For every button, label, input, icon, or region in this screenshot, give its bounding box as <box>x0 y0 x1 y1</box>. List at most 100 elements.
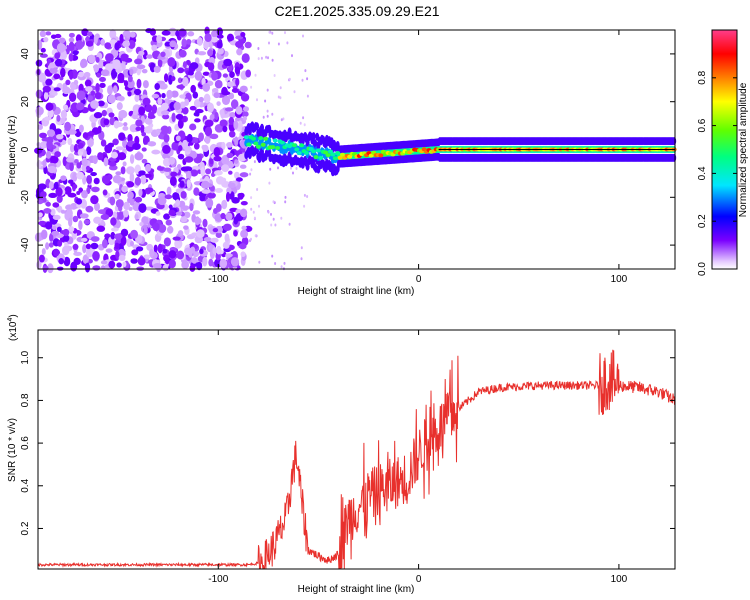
spectrogram-noise-cell <box>98 76 107 82</box>
spectrogram-noise-cell <box>45 78 53 86</box>
spectrogram-noise-cell <box>179 101 186 109</box>
spectrogram-noise-cell <box>138 188 143 197</box>
spectrogram-noise-cell <box>134 176 142 186</box>
spectrogram-noise-cell <box>115 250 120 260</box>
spectrogram-noise-cell <box>127 40 136 49</box>
colorbar-tick-label: 0.4 <box>697 166 708 180</box>
spectrogram-noise-cell <box>166 89 173 100</box>
spectrogram-noise-cell <box>227 182 236 189</box>
spectrogram-noise-cell <box>173 101 181 111</box>
spectrogram-noise-cell <box>217 47 224 55</box>
spectrogram-noise-cell <box>239 38 246 43</box>
spectrogram-noise-cell <box>136 64 146 70</box>
spectrogram-noise-cell <box>204 135 211 144</box>
colorbar-tick-label: 0.8 <box>697 70 708 84</box>
spectrogram-noise-cell <box>214 79 223 89</box>
spectrogram-noise-cell <box>210 172 216 177</box>
spectrogram-noise-cell <box>171 141 180 151</box>
spectrogram-noise-cell <box>202 82 211 92</box>
spectrogram-noise-cell <box>58 258 65 265</box>
spectrogram-noise-cell <box>54 58 63 67</box>
spectrogram-noise-cell <box>301 78 304 82</box>
spectrogram-noise-cell <box>90 90 96 96</box>
spectrogram-noise-cell <box>168 156 176 165</box>
spectrogram-noise-cell <box>260 56 263 60</box>
spectrogram-noise-cell <box>141 147 147 152</box>
spectrogram-noise-cell <box>56 226 62 233</box>
y-tick-label: 0.2 <box>20 521 31 535</box>
spectrogram-noise-cell <box>163 134 170 143</box>
spectrogram-noise-cell <box>169 176 177 187</box>
spectrogram-noise-cell <box>69 144 75 153</box>
spectrogram-noise-cell <box>211 36 218 43</box>
spectrogram-noise-cell <box>226 33 234 42</box>
spectrogram-noise-cell <box>207 49 214 57</box>
spectrogram-noise-cell <box>178 49 187 58</box>
spectrogram-noise-cell <box>76 162 82 169</box>
spectrogram-noise-cell <box>138 170 146 176</box>
spectrogram-noise-cell <box>284 200 287 204</box>
spectrogram-noise-cell <box>37 212 43 218</box>
spectrogram-noise-cell <box>67 137 73 146</box>
spectrogram-noise-cell <box>185 59 191 66</box>
spectrogram-noise-cell <box>95 82 100 93</box>
spectrogram-noise-cell <box>86 31 93 37</box>
spectrogram-noise-cell <box>103 118 110 126</box>
spectrogram-noise-cell <box>226 142 233 148</box>
spectrogram-noise-cell <box>112 138 119 146</box>
spectrogram-noise-cell <box>129 172 135 183</box>
spectrogram-noise-cell <box>213 146 221 157</box>
spectrogram-noise-cell <box>153 263 162 269</box>
spectrogram-noise-cell <box>70 261 78 272</box>
spectrogram-noise-cell <box>83 71 91 78</box>
spectrogram-noise-cell <box>306 94 309 98</box>
spectrogram-noise-cell <box>68 37 75 43</box>
spectrogram-noise-cell <box>231 87 239 94</box>
spectrogram-noise-cell <box>270 223 273 227</box>
spectrogram-noise-cell <box>83 219 91 225</box>
spectrogram-noise-cell <box>142 80 149 89</box>
spectrogram-noise-cell <box>187 31 195 37</box>
spectrogram-noise-cell <box>62 156 67 167</box>
spectrogram-noise-cell <box>151 149 161 155</box>
spectrogram-noise-cell <box>134 213 139 220</box>
spectrogram-noise-cell <box>60 109 68 119</box>
spectrogram-band-cell <box>255 122 260 131</box>
spectrogram-noise-cell <box>229 71 235 79</box>
y-tick-label: 20 <box>20 96 31 108</box>
spectrogram-noise-cell <box>178 145 183 152</box>
spectrogram-noise-cell <box>149 248 155 258</box>
spectrogram-noise-cell <box>266 114 269 118</box>
spectrogram-noise-cell <box>189 123 197 131</box>
spectrogram-noise-cell <box>121 185 128 193</box>
spectrogram-peak-cell <box>347 154 353 159</box>
spectrogram-noise-cell <box>165 257 170 265</box>
spectrogram-noise-cell <box>131 249 139 256</box>
spectrogram-noise-cell <box>122 40 131 48</box>
spectrogram-noise-cell <box>214 111 219 121</box>
spectrogram-noise-cell <box>60 117 66 124</box>
spectrogram-peak-cell <box>260 142 266 147</box>
spectrogram-noise-cell <box>67 192 77 198</box>
spectrogram-noise-cell <box>73 79 79 85</box>
spectrogram-noise-cell <box>139 221 144 227</box>
spectrogram-peak-cell <box>313 155 319 160</box>
spectrogram-noise-cell <box>39 53 48 58</box>
spectrogram-noise-cell <box>277 166 279 170</box>
spectrogram-noise-cell <box>279 96 282 100</box>
spectrogram-noise-cell <box>56 42 66 53</box>
spectrogram-noise-cell <box>189 105 197 111</box>
spectrogram-noise-cell <box>266 109 269 113</box>
spectrogram-noise-cell <box>146 54 153 59</box>
colorbar-gradient <box>712 30 737 269</box>
spectrogram-noise-cell <box>37 39 43 50</box>
spectrogram-noise-cell <box>49 67 58 74</box>
spectrogram-noise-cell <box>225 191 231 202</box>
spectrogram-noise-cell <box>193 142 200 150</box>
spectrogram-noise-cell <box>43 91 49 100</box>
spectrogram-noise-cell <box>250 168 253 172</box>
spectrogram-noise-cell <box>85 40 94 47</box>
spectrogram-noise-cell <box>112 59 121 70</box>
colorbar-tick-label: 0.0 <box>697 262 708 276</box>
spectrogram-noise-cell <box>57 239 63 247</box>
